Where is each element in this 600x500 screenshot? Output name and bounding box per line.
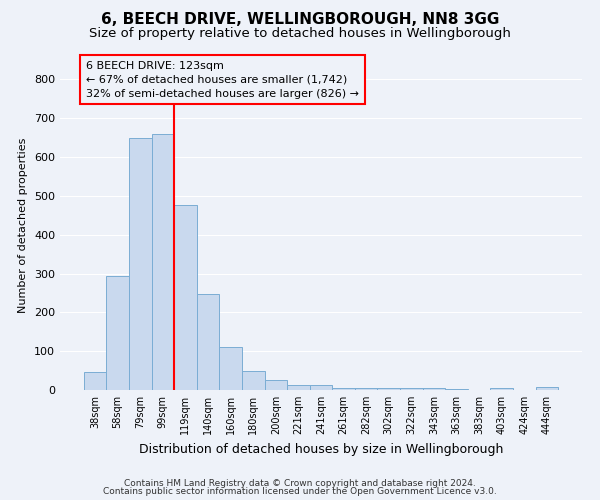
- Bar: [377, 388, 400, 390]
- Bar: [265, 380, 287, 390]
- Y-axis label: Number of detached properties: Number of detached properties: [19, 138, 28, 312]
- Bar: [332, 388, 355, 390]
- Bar: [242, 370, 265, 390]
- Bar: [355, 388, 377, 390]
- Bar: [400, 388, 422, 390]
- Bar: [220, 346, 242, 390]
- Bar: [197, 294, 220, 390]
- Bar: [152, 134, 174, 390]
- Bar: [422, 388, 445, 390]
- Text: Contains public sector information licensed under the Open Government Licence v3: Contains public sector information licen…: [103, 487, 497, 496]
- Bar: [536, 386, 558, 390]
- Text: 6, BEECH DRIVE, WELLINGBOROUGH, NN8 3GG: 6, BEECH DRIVE, WELLINGBOROUGH, NN8 3GG: [101, 12, 499, 28]
- Bar: [287, 384, 310, 390]
- Text: Size of property relative to detached houses in Wellingborough: Size of property relative to detached ho…: [89, 28, 511, 40]
- Bar: [310, 385, 332, 390]
- Bar: [106, 276, 129, 390]
- Bar: [490, 388, 513, 390]
- Bar: [129, 138, 152, 390]
- X-axis label: Distribution of detached houses by size in Wellingborough: Distribution of detached houses by size …: [139, 442, 503, 456]
- Bar: [445, 389, 468, 390]
- Text: 6 BEECH DRIVE: 123sqm
← 67% of detached houses are smaller (1,742)
32% of semi-d: 6 BEECH DRIVE: 123sqm ← 67% of detached …: [86, 61, 359, 99]
- Bar: [84, 372, 106, 390]
- Text: Contains HM Land Registry data © Crown copyright and database right 2024.: Contains HM Land Registry data © Crown c…: [124, 478, 476, 488]
- Bar: [174, 205, 197, 390]
